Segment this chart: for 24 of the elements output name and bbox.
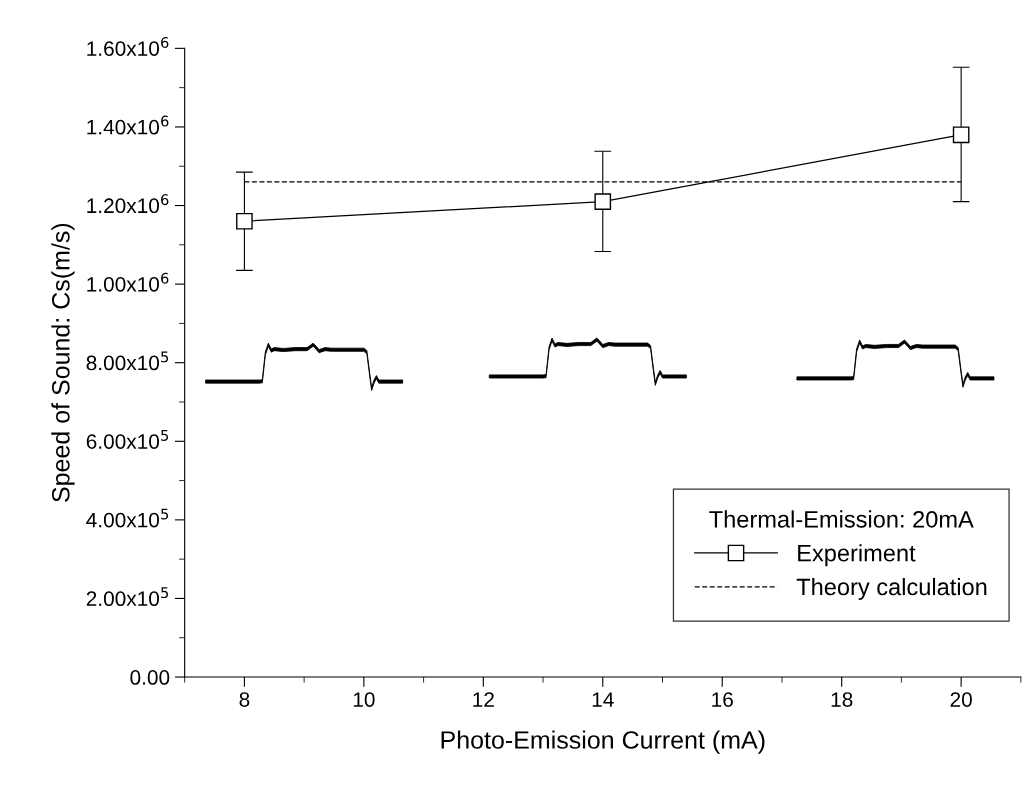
y-tick-label: 0.00 [130,670,170,685]
x-tick-label: 10 [353,692,375,707]
y-tick-label: 4.00x10$^{5}$ [86,508,169,528]
x-tick-label: 8 [239,692,250,707]
point [952,126,970,144]
legend-title: Thermal-Emission: 20mA [709,510,974,528]
y-axis-title: Speed of Sound: Cs(m/s) [51,223,75,502]
x-tick-label: 18 [831,692,853,707]
y-tick-label: 1.00x10$^{6}$ [87,272,169,292]
legend-label: Experiment [798,544,916,567]
y-tick-label: 1.60x10$^{6}$ [87,36,169,56]
y-tick-label: 1.20x10$^{6}$ [87,194,169,214]
x-tick-label: 16 [712,692,733,707]
y-tick-label: 1.40x10$^{6}$ [87,115,169,135]
x-axis-title: Photo-Emission Current (mA) [441,730,765,754]
y-tick-label: 2.00x10$^{5}$ [86,587,169,607]
x-tick-label: 20 [950,692,972,707]
y-tick-label: 6.00x10$^{5}$ [86,430,169,449]
y-tick-label: 8.00x10$^{5}$ [86,351,169,371]
point [594,193,612,210]
legend-label: Theory calculation [796,577,987,600]
point [236,212,253,230]
x-tick-label: 14 [592,692,614,707]
x-tick-label: 12 [473,692,494,707]
